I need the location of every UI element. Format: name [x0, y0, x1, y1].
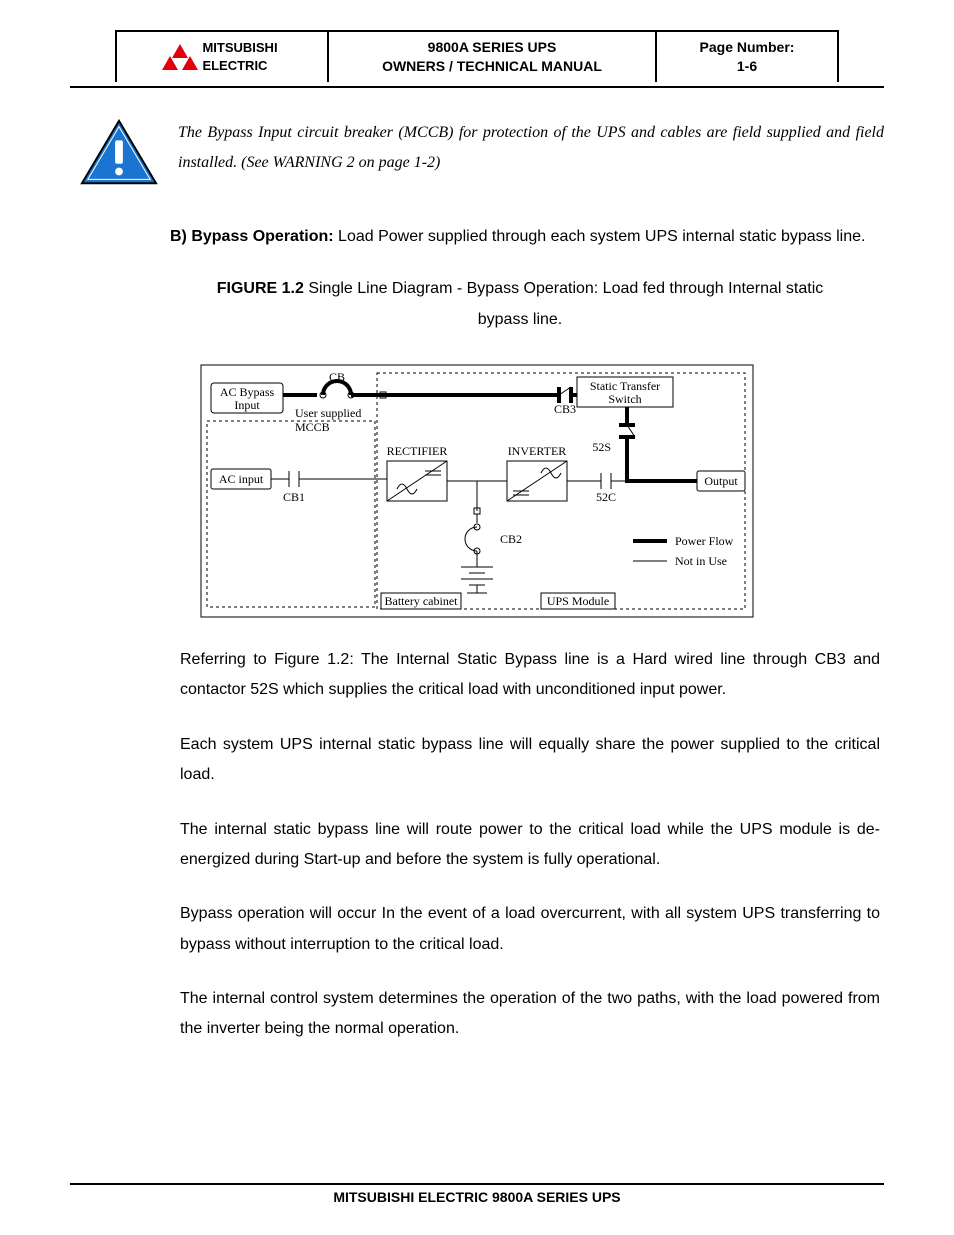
lbl-cb2: CB2 — [500, 532, 522, 546]
lbl-cb1: CB1 — [283, 490, 305, 504]
page-number-label: Page Number: — [700, 38, 795, 57]
lbl-static-1: Static Transfer — [590, 379, 660, 393]
lbl-mccb-2: MCCB — [295, 420, 330, 434]
para-5: The internal control system determines t… — [180, 984, 880, 1045]
legend-notuse: Not in Use — [675, 554, 727, 568]
figure-caption-b: bypass line. — [478, 311, 563, 328]
page-footer: MITSUBISHI ELECTRIC 9800A SERIES UPS — [70, 1183, 884, 1205]
header-title-line1: 9800A SERIES UPS — [428, 38, 557, 57]
lbl-cb3: CB3 — [554, 402, 576, 416]
figure-caption: FIGURE 1.2 Single Line Diagram - Bypass … — [170, 274, 870, 335]
diagram: AC Bypass Input CB CB3 — [197, 361, 757, 621]
legend-flow: Power Flow — [675, 534, 734, 548]
warning-row: The Bypass Input circuit breaker (MCCB) … — [80, 118, 884, 188]
lbl-inv: INVERTER — [508, 444, 567, 458]
lbl-acin: AC input — [219, 472, 264, 486]
lbl-mccb-1: User supplied — [295, 406, 361, 420]
lbl-ups: UPS Module — [547, 594, 609, 608]
section-b: B) Bypass Operation: Load Power supplied… — [170, 222, 870, 252]
figure-label: FIGURE 1.2 — [217, 280, 304, 297]
brand-line1: MITSUBISHI — [202, 39, 277, 57]
lbl-52c: 52C — [596, 490, 616, 504]
warning-icon — [80, 118, 158, 188]
header-table: MITSUBISHI ELECTRIC 9800A SERIES UPS OWN… — [115, 30, 839, 82]
lbl-batt: Battery cabinet — [385, 594, 459, 608]
header-page-cell: Page Number: 1-6 — [657, 32, 837, 82]
header-title-line2: OWNERS / TECHNICAL MANUAL — [382, 57, 602, 76]
lbl-rect: RECTIFIER — [387, 444, 448, 458]
figure-caption-a: Single Line Diagram - Bypass Operation: … — [308, 280, 823, 297]
lbl-static-2: Switch — [608, 392, 641, 406]
section-b-lead: B) Bypass Operation: — [170, 228, 334, 245]
page: MITSUBISHI ELECTRIC 9800A SERIES UPS OWN… — [0, 0, 954, 1235]
lbl-acbypass-2: Input — [234, 398, 260, 412]
para-4: Bypass operation will occur In the event… — [180, 899, 880, 960]
brand-line2: ELECTRIC — [202, 57, 277, 75]
para-3: The internal static bypass line will rou… — [180, 815, 880, 876]
warning-text: The Bypass Input circuit breaker (MCCB) … — [178, 118, 884, 179]
header-title-cell: 9800A SERIES UPS OWNERS / TECHNICAL MANU… — [329, 32, 657, 82]
lbl-out: Output — [704, 474, 738, 488]
lbl-52s: 52S — [592, 440, 611, 454]
para-2: Each system UPS internal static bypass l… — [180, 730, 880, 791]
page-header: MITSUBISHI ELECTRIC 9800A SERIES UPS OWN… — [70, 30, 884, 88]
lbl-cb: CB — [329, 370, 345, 384]
para-1: Referring to Figure 1.2: The Internal St… — [180, 645, 880, 706]
section-b-rest: Load Power supplied through each system … — [338, 228, 865, 245]
page-number-value: 1-6 — [737, 57, 757, 76]
footer-text: MITSUBISHI ELECTRIC 9800A SERIES UPS — [333, 1189, 620, 1205]
mitsubishi-logo-icon — [166, 44, 194, 70]
lbl-acbypass-1: AC Bypass — [220, 385, 275, 399]
header-brand-cell: MITSUBISHI ELECTRIC — [117, 32, 329, 82]
